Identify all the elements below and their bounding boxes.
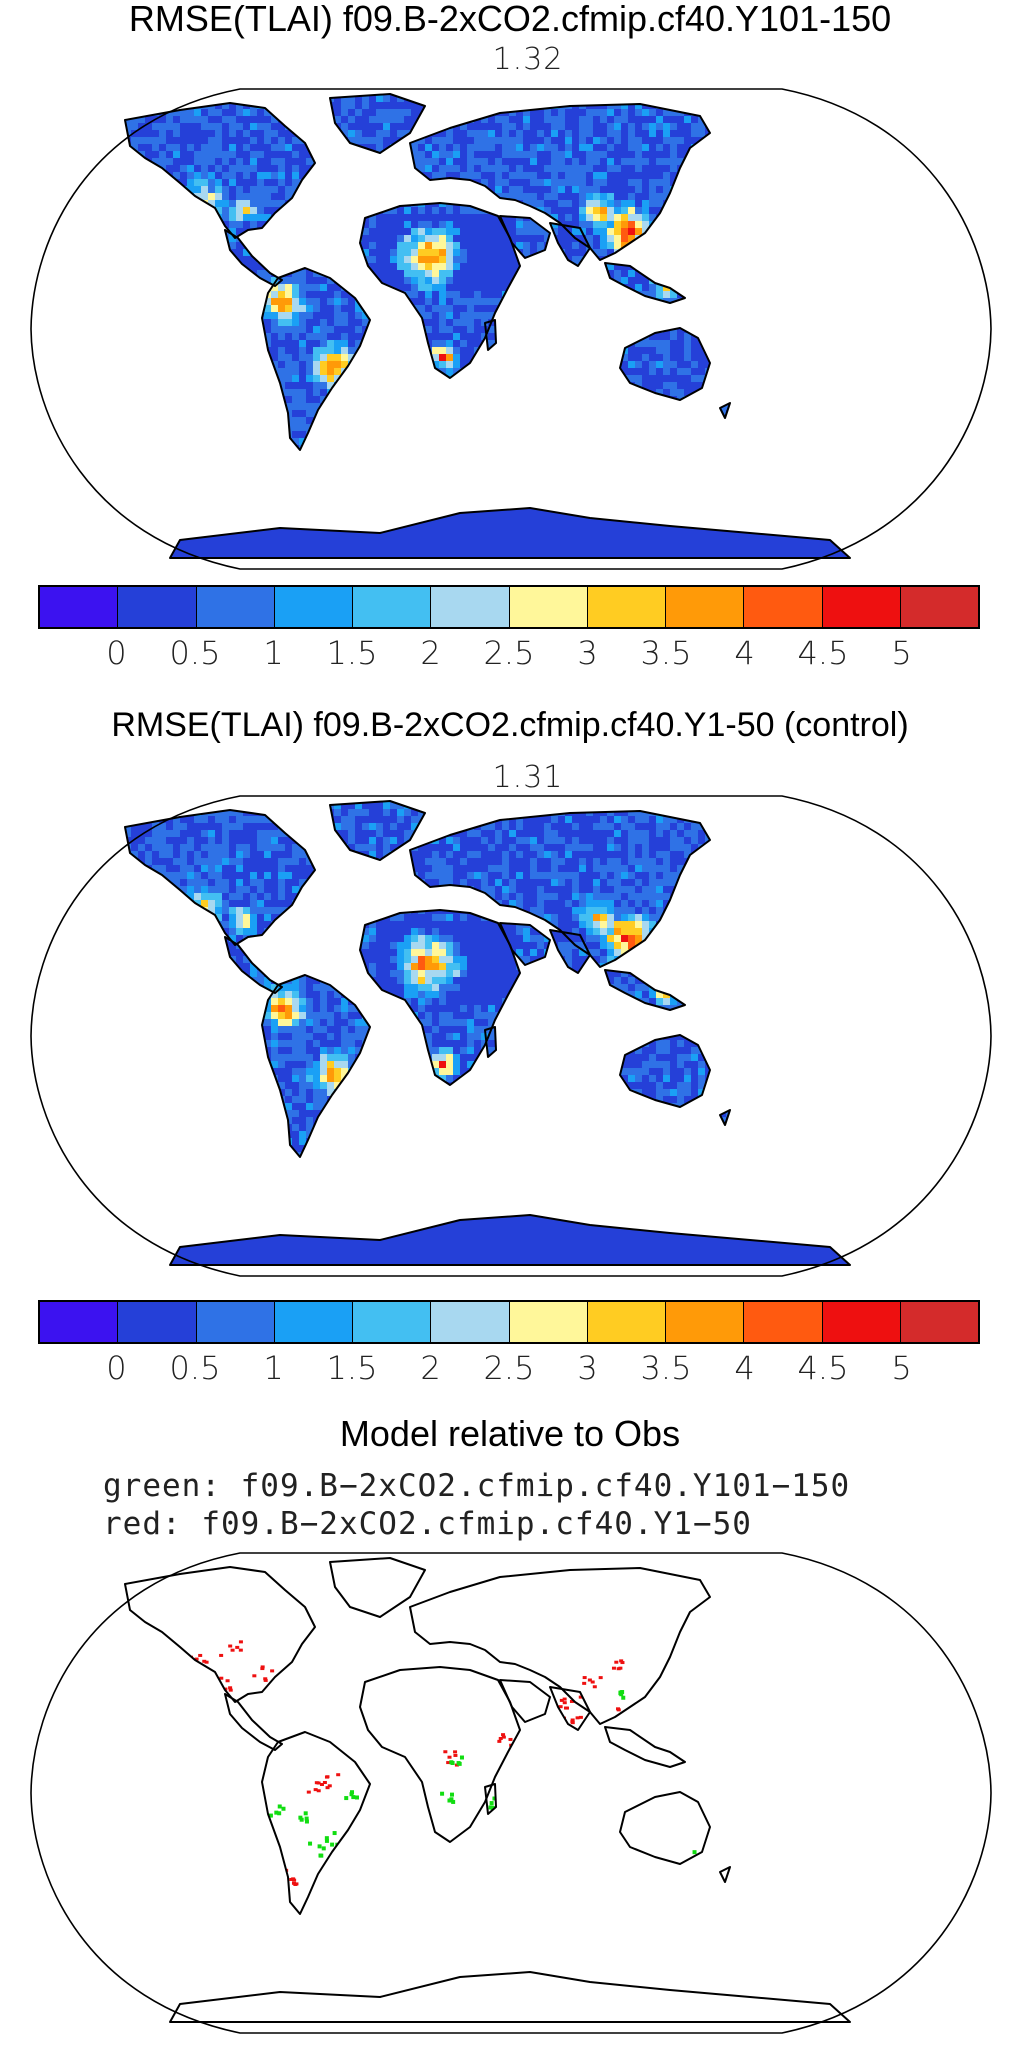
colorbar-tick-label: 4 [734, 1349, 755, 1387]
colorbar-swatch [900, 1302, 978, 1342]
panel1-map-content [30, 88, 992, 570]
colorbar-tick-label: 0 [106, 1349, 127, 1387]
colorbar-swatch [509, 587, 588, 627]
colorbar-tick-label: 3 [577, 634, 598, 672]
panel2-map-content [30, 795, 992, 1277]
colorbar-swatch [666, 1302, 745, 1342]
coastlines [124, 800, 851, 1266]
colorbar-swatch [40, 1302, 119, 1342]
colorbar-swatch [118, 1302, 197, 1342]
colorbar-tick-label: 2.5 [483, 1349, 535, 1387]
colorbar-swatch [822, 587, 901, 627]
coastlines [124, 1557, 851, 2023]
panel2-colorbar-ticks: 0 0.5 1 1.5 2 2.5 3 3.5 4 4.5 5 [38, 1349, 980, 1389]
panel1-map [30, 88, 992, 570]
colorbar-swatch [587, 1302, 666, 1342]
colorbar-tick-label: 2 [420, 634, 441, 672]
colorbar-tick-label: 4.5 [797, 1349, 849, 1387]
colorbar-swatch [274, 587, 353, 627]
panel2-map [30, 795, 992, 1277]
colorbar-tick-label: 0.5 [169, 634, 221, 672]
colorbar-tick-label: 1 [263, 634, 284, 672]
colorbar-tick-label: 1.5 [326, 634, 378, 672]
comparison-map-content [30, 1552, 992, 2034]
colorbar-swatch [353, 1302, 432, 1342]
colorbar-swatch [196, 1302, 275, 1342]
panel1-title: RMSE(TLAI) f09.B-2xCO2.cfmip.cf40.Y101-1… [128, 0, 892, 39]
panel2-title: RMSE(TLAI) f09.B-2xCO2.cfmip.cf40.Y1-50 … [111, 706, 909, 744]
panel1-colorbar-ticks: 0 0.5 1 1.5 2 2.5 3 3.5 4 4.5 5 [38, 634, 980, 674]
colorbar-tick-label: 2.5 [483, 634, 535, 672]
colorbar-swatch [40, 587, 119, 627]
colorbar-swatch [822, 1302, 901, 1342]
red-legend-label: red: f09.B−2xCO2.cfmip.cf40.Y1−50 [103, 1506, 752, 1542]
colorbar-swatch [274, 1302, 353, 1342]
colorbar-tick-label: 0 [106, 634, 127, 672]
green-legend-label: green: f09.B−2xCO2.cfmip.cf40.Y101−150 [103, 1468, 851, 1504]
colorbar-tick-label: 4 [734, 634, 755, 672]
colorbar-swatch [900, 587, 978, 627]
colorbar-swatch [744, 1302, 823, 1342]
comparison-map [30, 1552, 992, 2034]
colorbar-tick-label: 0.5 [169, 1349, 221, 1387]
colorbar-tick-label: 5 [891, 634, 912, 672]
colorbar-tick-label: 3.5 [640, 1349, 692, 1387]
panel2-global-value: 1.31 [492, 760, 564, 795]
colorbar-tick-label: 2 [420, 1349, 441, 1387]
panel2-colorbar [38, 1300, 980, 1344]
colorbar-tick-label: 4.5 [797, 634, 849, 672]
comparison-heading: Model relative to Obs [339, 1413, 681, 1454]
colorbar-tick-label: 3.5 [640, 634, 692, 672]
colorbar-swatch [196, 587, 275, 627]
colorbar-tick-label: 5 [891, 1349, 912, 1387]
panel1-colorbar [38, 585, 980, 629]
colorbar-swatch [744, 587, 823, 627]
colorbar-swatch [431, 587, 510, 627]
colorbar-tick-label: 3 [577, 1349, 598, 1387]
colorbar-swatch [118, 587, 197, 627]
panel1-global-value: 1.32 [492, 42, 564, 77]
colorbar-swatch [353, 587, 432, 627]
colorbar-tick-label: 1.5 [326, 1349, 378, 1387]
colorbar-swatch [666, 587, 745, 627]
coastlines [124, 93, 851, 559]
colorbar-swatch [587, 587, 666, 627]
colorbar-swatch [509, 1302, 588, 1342]
colorbar-swatch [431, 1302, 510, 1342]
colorbar-tick-label: 1 [263, 1349, 284, 1387]
